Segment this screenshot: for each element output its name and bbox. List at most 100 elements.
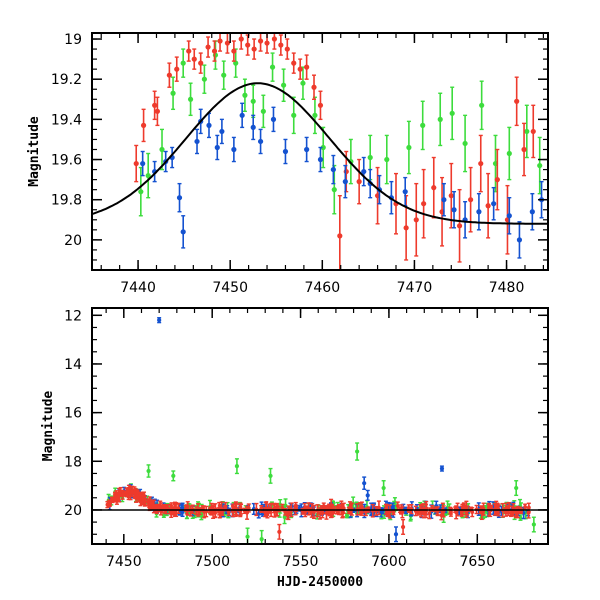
- green-point: [506, 126, 512, 181]
- top-y-tick-label: 19.6: [51, 153, 82, 169]
- red-point: [141, 492, 146, 503]
- top-x-tick-label: 7440: [120, 280, 156, 296]
- red-point: [211, 40, 218, 62]
- blue-point: [176, 182, 183, 213]
- red-point: [132, 488, 137, 499]
- red-point: [202, 505, 207, 519]
- blue-point: [282, 138, 289, 165]
- top-y-tick-label: 19.2: [51, 72, 82, 88]
- bottom-y-tick-label: 14: [64, 357, 82, 373]
- green-point: [406, 120, 412, 175]
- blue-outlier-point: [439, 465, 445, 472]
- green-point: [260, 94, 266, 129]
- red-point: [186, 40, 192, 62]
- bottom-y-axis-title: Magnitude: [41, 391, 56, 462]
- green-outlier-point: [381, 480, 386, 497]
- red-point: [385, 504, 390, 518]
- red-point: [448, 162, 454, 229]
- green-point: [159, 128, 165, 171]
- red-point: [302, 502, 307, 515]
- red-point: [245, 34, 251, 56]
- blue-point: [361, 156, 367, 187]
- blue-point: [206, 112, 212, 139]
- blue-point: [239, 102, 245, 129]
- red-point: [224, 32, 231, 54]
- blue-outlier-point: [157, 317, 162, 324]
- green-point: [462, 114, 468, 173]
- green-point: [524, 104, 530, 159]
- red-point: [456, 188, 463, 263]
- bottom-x-tick-label: 7500: [194, 554, 230, 570]
- green-point: [331, 164, 337, 215]
- blue-point: [451, 190, 457, 229]
- red-point: [257, 32, 264, 52]
- blue-point: [231, 136, 237, 163]
- green-outlier-point: [259, 529, 264, 545]
- green-point: [170, 76, 176, 111]
- red-point: [263, 501, 268, 515]
- green-point: [479, 80, 485, 131]
- blue-outlier-point: [393, 526, 399, 543]
- green-point: [212, 40, 219, 70]
- green-point: [384, 134, 390, 185]
- blue-point: [219, 118, 225, 145]
- blue-outlier-point: [362, 476, 367, 490]
- red-point: [284, 38, 290, 60]
- red-point: [219, 501, 224, 517]
- blue-point: [214, 134, 220, 161]
- green-point: [250, 84, 256, 119]
- red-point: [530, 104, 536, 159]
- red-point: [485, 172, 491, 239]
- top-y-tick-label: 19: [64, 32, 82, 48]
- red-point: [376, 500, 381, 516]
- red-point: [337, 194, 343, 271]
- red-point: [297, 58, 303, 80]
- green-outlier-point: [146, 464, 151, 478]
- red-point: [135, 489, 140, 497]
- top-axes-frame: [91, 32, 549, 271]
- green-point: [300, 66, 306, 100]
- blue-point: [140, 150, 146, 177]
- red-point: [521, 122, 527, 177]
- green-point: [420, 100, 426, 151]
- green-point: [187, 82, 194, 117]
- red-outlier-point: [400, 518, 406, 535]
- red-point: [317, 90, 324, 121]
- red-point: [413, 182, 419, 257]
- green-point: [320, 126, 326, 169]
- red-point: [133, 144, 139, 183]
- red-point: [356, 158, 362, 205]
- green-outlier-point: [268, 467, 273, 484]
- top-panel: 7440 7450 7460 7470 7480 19 19.2 19.4 19.6 19.8 20…: [27, 32, 549, 296]
- blue-point: [250, 114, 256, 141]
- red-point: [130, 485, 135, 497]
- green-point: [145, 152, 151, 199]
- blue-point: [317, 146, 324, 173]
- red-point: [140, 108, 147, 143]
- red-point: [324, 506, 329, 520]
- blue-point: [330, 154, 336, 185]
- red-point: [152, 90, 158, 121]
- red-point: [304, 54, 310, 80]
- top-x-tick-label: 7470: [397, 280, 433, 296]
- blue-point: [441, 182, 447, 217]
- red-point: [191, 48, 197, 70]
- blue-point: [516, 221, 523, 259]
- green-point: [437, 92, 443, 147]
- red-point: [211, 504, 216, 519]
- green-outlier-point: [171, 470, 176, 482]
- bottom-y-tick-label: 16: [64, 406, 82, 422]
- green-point: [449, 86, 455, 141]
- red-point: [515, 505, 520, 519]
- green-outlier-point: [514, 480, 519, 497]
- top-x-tick-label: 7460: [304, 280, 340, 296]
- green-point: [281, 68, 287, 102]
- bottom-x-tick-label: 7550: [283, 554, 319, 570]
- red-point: [293, 501, 298, 510]
- top-x-tick-label: 7450: [212, 280, 248, 296]
- red-point: [205, 36, 211, 58]
- blue-point: [476, 192, 482, 231]
- top-y-tick-label: 20: [64, 233, 82, 249]
- red-point: [431, 156, 437, 219]
- red-outlier-point: [277, 523, 282, 540]
